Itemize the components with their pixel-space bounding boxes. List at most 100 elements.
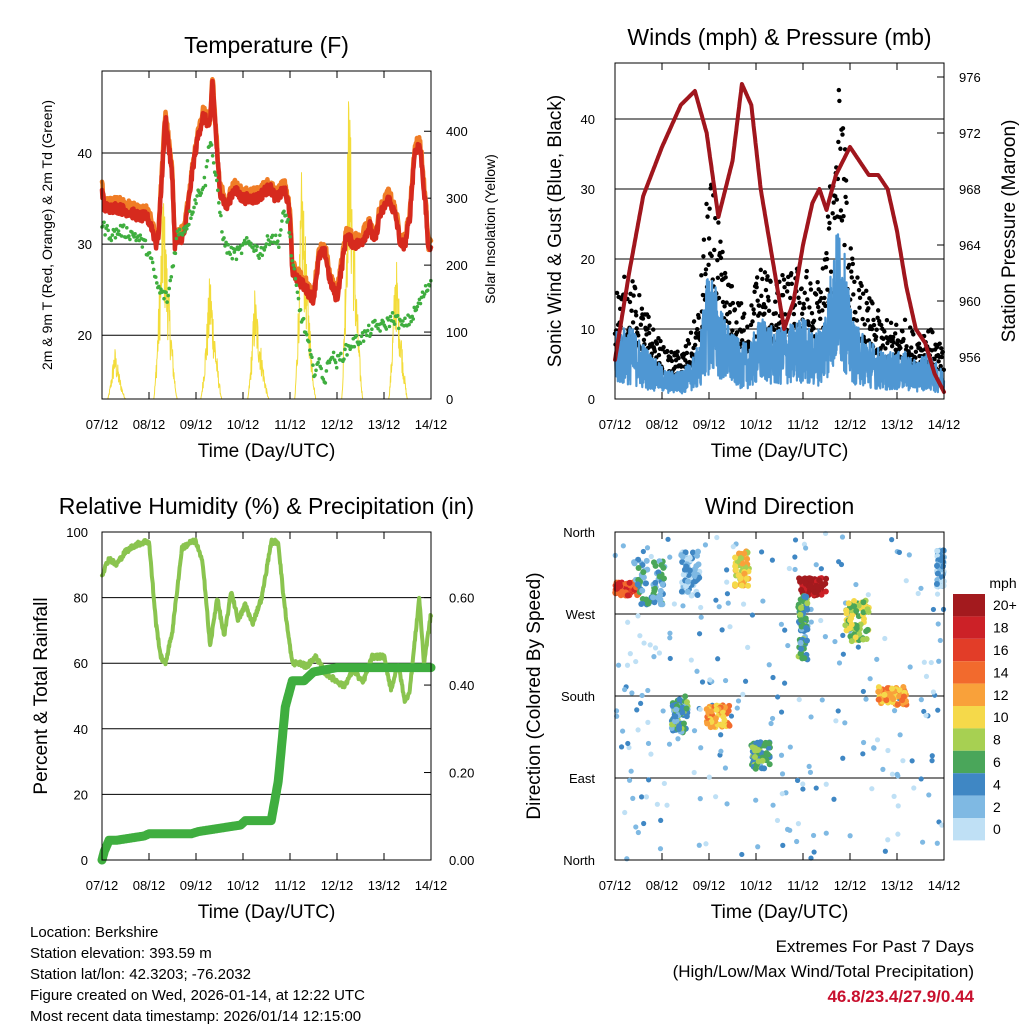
direction-point bbox=[637, 633, 643, 639]
solar-day-2 bbox=[200, 278, 223, 400]
gust-point bbox=[727, 320, 732, 325]
dewpoint-point bbox=[113, 235, 118, 240]
direction-point bbox=[761, 765, 768, 772]
direction-point bbox=[744, 556, 751, 563]
direction-point bbox=[798, 577, 805, 584]
gust-point bbox=[757, 303, 762, 308]
y-tick-label: 20 bbox=[581, 252, 595, 267]
gust-point bbox=[683, 343, 689, 349]
x-tick-label: 08/12 bbox=[133, 878, 166, 893]
direction-point bbox=[678, 588, 685, 595]
direction-point bbox=[851, 597, 858, 604]
dewpoint-point bbox=[323, 381, 328, 385]
direction-point bbox=[935, 707, 941, 713]
dewpoint-point bbox=[284, 213, 288, 218]
direction-point bbox=[624, 662, 631, 668]
direction-point bbox=[635, 829, 641, 836]
direction-point bbox=[719, 627, 725, 633]
gust-point bbox=[870, 301, 875, 306]
direction-point bbox=[819, 697, 825, 703]
direction-point bbox=[787, 744, 793, 750]
direction-point bbox=[930, 689, 937, 695]
x-tick-label: 12/12 bbox=[321, 878, 354, 893]
gust-point bbox=[855, 275, 860, 280]
direction-point bbox=[649, 594, 656, 601]
dewpoint-point bbox=[292, 266, 297, 271]
direction-point bbox=[724, 567, 730, 573]
direction-point bbox=[697, 796, 703, 802]
dewpoint-point bbox=[411, 317, 416, 321]
gust-point bbox=[638, 322, 644, 327]
gust-point bbox=[823, 303, 828, 309]
gust-point bbox=[813, 292, 819, 297]
direction-point bbox=[804, 606, 811, 613]
gust-point bbox=[751, 307, 756, 312]
dewpoint-point bbox=[166, 293, 170, 298]
direction-point bbox=[667, 554, 673, 560]
dewpoint-point bbox=[307, 339, 311, 344]
direction-point bbox=[801, 655, 808, 662]
direction-point bbox=[646, 777, 652, 783]
direction-point bbox=[934, 570, 941, 577]
direction-point bbox=[853, 608, 860, 615]
direction-point bbox=[652, 645, 659, 651]
dewpoint-point bbox=[409, 319, 413, 324]
panel-winds: Winds (mph) & Pressure (mb) Time (Day/UTC… bbox=[545, 24, 1020, 462]
direction-point bbox=[635, 576, 642, 583]
dewpoint-point bbox=[151, 267, 156, 272]
direction-point bbox=[645, 687, 651, 694]
x-tick-label: 10/12 bbox=[227, 878, 260, 893]
direction-point bbox=[806, 763, 812, 770]
direction-point bbox=[682, 693, 689, 700]
dewpoint-point bbox=[333, 360, 338, 365]
gust-point bbox=[636, 333, 641, 338]
gust-point bbox=[796, 295, 801, 300]
gust-point bbox=[854, 318, 860, 323]
direction-point bbox=[741, 550, 748, 557]
gust-point bbox=[831, 200, 836, 205]
direction-point bbox=[740, 691, 746, 697]
dewpoint-point bbox=[140, 245, 145, 249]
colorbar-swatch bbox=[953, 750, 985, 774]
dewpoint-point bbox=[167, 286, 172, 291]
x-tick-label: 11/12 bbox=[274, 878, 306, 893]
dewpoint-point bbox=[288, 234, 292, 239]
precip-series bbox=[97, 663, 436, 865]
y2-tick-label: 960 bbox=[959, 294, 981, 309]
direction-point bbox=[780, 842, 786, 848]
dewpoint-point bbox=[301, 316, 306, 321]
direction-point bbox=[874, 737, 881, 743]
x-tick-label: 09/12 bbox=[693, 417, 726, 432]
dewpoint-point bbox=[205, 158, 210, 163]
dewpoint-point bbox=[213, 173, 218, 177]
gust-point bbox=[836, 87, 842, 93]
gust-point bbox=[849, 269, 854, 274]
y-tick-label: South bbox=[561, 689, 595, 704]
gust-point bbox=[805, 297, 810, 302]
direction-point bbox=[833, 718, 839, 724]
gust-point bbox=[937, 341, 942, 346]
y2-tick-label: 0 bbox=[446, 392, 453, 407]
direction-point bbox=[613, 585, 620, 592]
gust-point bbox=[709, 253, 714, 259]
gust-point bbox=[622, 274, 627, 280]
direction-point bbox=[865, 592, 871, 598]
gust-point bbox=[751, 311, 757, 316]
direction-point bbox=[823, 575, 830, 582]
direction-point bbox=[691, 728, 698, 734]
direction-point bbox=[782, 627, 788, 633]
colorbar-label: 12 bbox=[993, 687, 1009, 703]
gust-point bbox=[856, 287, 862, 293]
dewpoint-point bbox=[244, 236, 249, 240]
direction-point bbox=[686, 555, 693, 562]
dewpoint-point bbox=[220, 230, 224, 234]
direction-point bbox=[855, 644, 861, 650]
colorbar-swatch bbox=[953, 795, 985, 818]
gust-point bbox=[741, 328, 746, 333]
dewpoint-point bbox=[168, 278, 173, 283]
direction-point bbox=[815, 587, 822, 594]
gust-point bbox=[825, 287, 830, 292]
direction-point bbox=[648, 553, 654, 560]
y2-axis-label: Solar Insolation (Yellow) bbox=[482, 154, 498, 304]
direction-point bbox=[631, 560, 638, 567]
